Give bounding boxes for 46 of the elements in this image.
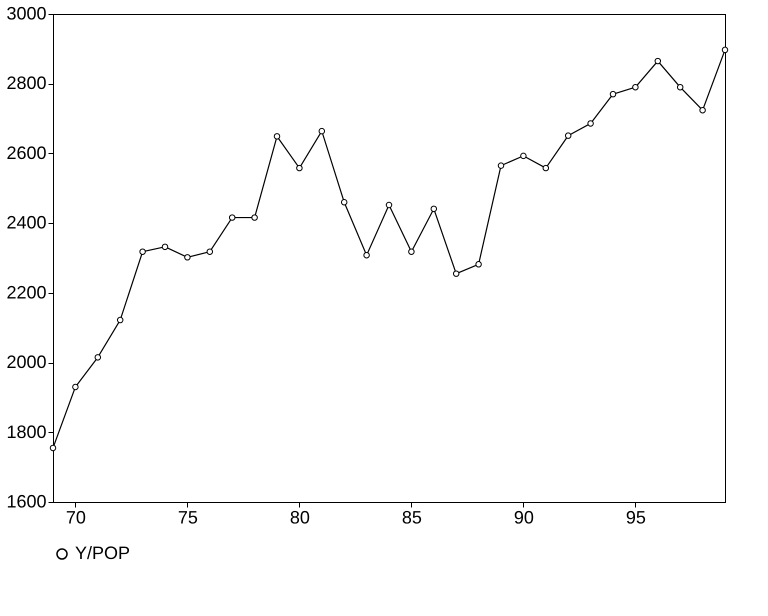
- y-tick-label: 2400: [6, 212, 46, 233]
- legend-label: Y/POP: [75, 543, 130, 563]
- point: [50, 444, 56, 452]
- point: [386, 202, 392, 208]
- point: [363, 252, 370, 258]
- point: [587, 120, 594, 127]
- point: [251, 214, 258, 221]
- point: [632, 84, 639, 90]
- point: [72, 384, 79, 390]
- y-tick-label: 2200: [6, 282, 46, 302]
- point: [318, 128, 326, 134]
- point: [139, 248, 146, 255]
- x-tick-label: 80: [290, 508, 310, 528]
- y-tick-label: 2600: [6, 142, 46, 163]
- point: [654, 58, 662, 64]
- point: [564, 132, 572, 139]
- point: [296, 164, 303, 172]
- y-tick-label: 1600: [6, 492, 46, 512]
- point: [699, 106, 706, 114]
- point: [228, 214, 236, 221]
- x-tick-label: 85: [402, 508, 422, 528]
- point: [206, 248, 214, 255]
- point: [452, 270, 460, 277]
- y-tick-label: 3000: [6, 4, 46, 24]
- y-tick-label: 2800: [6, 73, 46, 94]
- point: [408, 248, 415, 255]
- point: [722, 46, 728, 54]
- point: [498, 162, 504, 169]
- point: [542, 164, 550, 172]
- point: [116, 316, 124, 324]
- x-tick-label: 75: [178, 508, 198, 528]
- point: [610, 90, 616, 98]
- point: [676, 84, 684, 90]
- point: [475, 261, 482, 268]
- x-tick-label: 70: [66, 508, 86, 528]
- point: [340, 198, 348, 206]
- point: [184, 254, 191, 261]
- point: [162, 244, 168, 250]
- x-tick-label: 95: [626, 508, 646, 528]
- x-tick-label: 90: [514, 508, 534, 528]
- point: [430, 206, 438, 212]
- y-tick-label: 1800: [6, 422, 46, 442]
- point: [94, 354, 102, 361]
- point: [520, 152, 527, 160]
- point: [274, 133, 280, 140]
- y-tick-label: 2000: [6, 352, 46, 372]
